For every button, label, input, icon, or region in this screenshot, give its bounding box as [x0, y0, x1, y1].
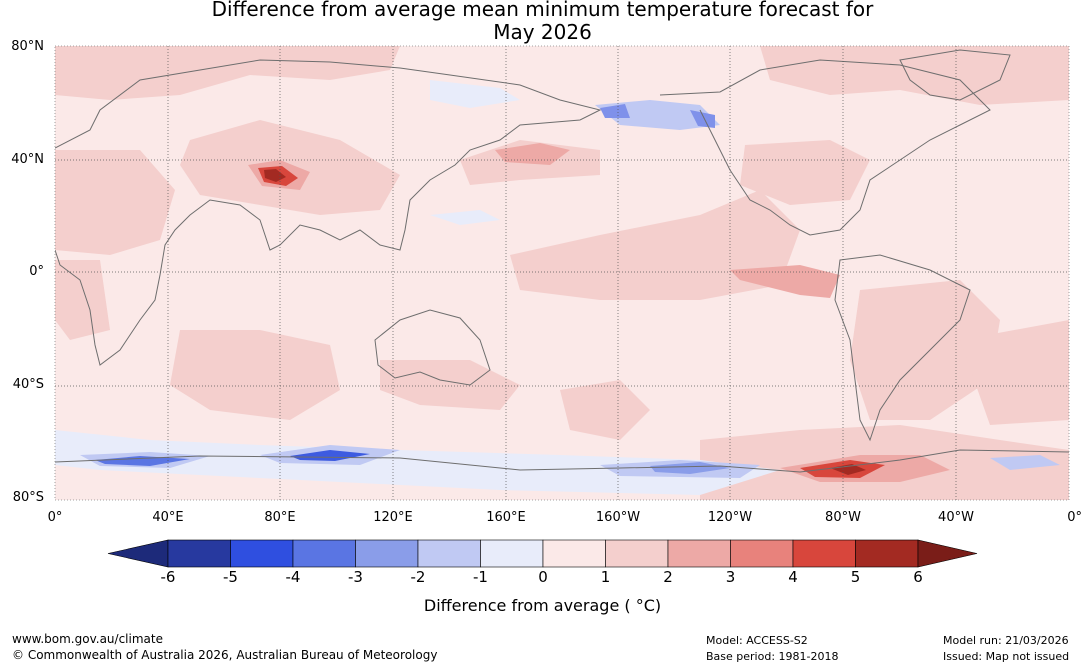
- coast-north-america: [659, 59, 991, 236]
- title-line-2: May 2026: [493, 20, 592, 44]
- anomaly-fields: [55, 46, 1069, 500]
- anomaly-alaska-cold-3: [600, 104, 630, 118]
- colorbar-over-triangle: [917, 539, 978, 568]
- colorbar-swatch: [855, 539, 919, 568]
- lon-label-120w: 120°W: [707, 510, 753, 525]
- colorbar: [107, 539, 978, 568]
- anomaly-n-atlantic-europe: [55, 46, 400, 100]
- colorbar-under-triangle: [107, 539, 169, 568]
- colorbar-tick-label: 0: [538, 568, 548, 586]
- graticule: [55, 46, 1069, 500]
- colorbar-tick-label: 2: [663, 568, 673, 586]
- footer-model: Model: ACCESS-S2 Base period: 1981-2018: [706, 633, 838, 665]
- footer-model-name: Model: ACCESS-S2: [706, 634, 808, 647]
- lat-label-40s: 40°S: [12, 377, 44, 392]
- anomaly-asia-cold: [430, 210, 500, 225]
- lat-label-0: 0°: [29, 264, 44, 279]
- anomaly-n-america: [740, 140, 870, 205]
- colorbar-swatch: [417, 539, 481, 568]
- colorbar-tick-label: -6: [160, 568, 176, 586]
- anomaly-c-pacific: [510, 190, 800, 300]
- map-frame: [54, 45, 1070, 501]
- colorbar-swatch: [605, 539, 669, 568]
- coast-africa-eurasia: [55, 59, 602, 366]
- lat-label-80s: 80°S: [12, 490, 44, 505]
- colorbar-swatch: [792, 539, 856, 568]
- colorbar-tick-label: -3: [348, 568, 363, 586]
- footer-copyright: © Commonwealth of Australia 2026, Austra…: [12, 648, 438, 662]
- lon-label-160e: 160°E: [486, 510, 526, 525]
- colorbar-tick-label: -4: [285, 568, 301, 586]
- coastlines: [55, 49, 1069, 473]
- anomaly-antarctic-cold-atl: [990, 455, 1060, 470]
- anomaly-siberia-cold: [430, 80, 520, 108]
- anomaly-w-australia: [55, 260, 110, 340]
- coast-greenland: [899, 49, 1011, 101]
- anomaly-n-africa: [55, 150, 175, 255]
- anomaly-alaska-cold-3b: [690, 110, 715, 128]
- anomaly-antarctic-cold-pacific-3: [650, 462, 730, 474]
- lon-label-160w: 160°W: [595, 510, 641, 525]
- anomaly-s-ocean-cold: [55, 430, 780, 495]
- colorbar-swatch: [480, 539, 544, 568]
- anomaly-central-asia-5: [264, 169, 286, 182]
- coast-australia: [374, 309, 491, 386]
- colorbar-label: Difference from average ( °C): [423, 596, 662, 615]
- colorbar-swatch: [667, 539, 731, 568]
- lat-label-40n: 40°N: [11, 152, 44, 167]
- map-title: Difference from average mean minimum tem…: [0, 0, 1085, 44]
- anomaly-antarctic-warm-5: [830, 464, 866, 475]
- colorbar-tick-label: 4: [788, 568, 798, 586]
- lat-label-80n: 80°N: [11, 39, 44, 54]
- colorbar-swatch: [292, 539, 356, 568]
- colorbar-tick-label: 3: [725, 568, 736, 586]
- colorbar-tick-label: -5: [223, 568, 238, 586]
- anomaly-s-pacific: [560, 380, 650, 440]
- footer-issued: Issued: Map not issued: [943, 650, 1070, 663]
- anomaly-east-pacific-2: [730, 265, 840, 298]
- anomaly-antarctic-cold-4b: [290, 450, 370, 461]
- anomaly-antarctic-cold-4: [95, 456, 190, 466]
- colorbar-tick-label: -1: [473, 568, 488, 586]
- colorbar-swatch: [730, 539, 794, 568]
- title-line-1: Difference from average mean minimum tem…: [211, 0, 874, 21]
- anomaly-n-pacific-2: [495, 143, 570, 165]
- colorbar-swatch: [542, 539, 606, 568]
- lon-label-80e: 80°E: [264, 510, 296, 525]
- colorbar-swatch: [355, 539, 419, 568]
- lon-label-0: 0°: [47, 510, 63, 525]
- footer-model-run: Model run: 21/03/2026: [943, 634, 1069, 647]
- colorbar-tick-label: 6: [913, 568, 923, 586]
- footer-left: www.bom.gov.au/climate © Commonwealth of…: [12, 631, 437, 663]
- colorbar-swatch: [230, 539, 294, 568]
- anomaly-s-indian: [170, 330, 340, 420]
- coast-south-america: [834, 254, 971, 442]
- coast-antarctica: [55, 449, 1069, 473]
- anomaly-s-atlantic: [960, 320, 1069, 425]
- anomaly-australia-south: [380, 360, 520, 410]
- footer-base-period: Base period: 1981-2018: [706, 650, 839, 663]
- lon-label-120e: 120°E: [373, 510, 413, 525]
- lon-label-40w: 40°W: [938, 510, 974, 525]
- colorbar-swatch: [167, 539, 231, 568]
- lon-label-40e: 40°E: [152, 510, 184, 525]
- footer-url[interactable]: www.bom.gov.au/climate: [12, 632, 163, 646]
- colorbar-tick-label: 1: [600, 568, 611, 586]
- anomaly-s-america: [850, 280, 1000, 420]
- footer-run: Model run: 21/03/2026 Issued: Map not is…: [943, 633, 1069, 665]
- lon-label-0-east: 0°: [1067, 510, 1082, 525]
- colorbar-tick-label: 5: [850, 568, 861, 586]
- colorbar-tick-label: -2: [410, 568, 426, 586]
- lon-label-80w: 80°W: [825, 510, 861, 525]
